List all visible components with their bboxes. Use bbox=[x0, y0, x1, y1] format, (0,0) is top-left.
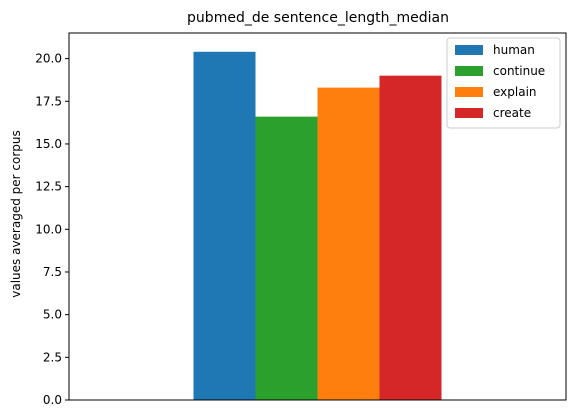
legend-label-explain: explain bbox=[493, 85, 537, 99]
bars-group bbox=[193, 51, 442, 401]
y-tick-label: 15.0 bbox=[35, 137, 62, 151]
bar-create bbox=[379, 75, 442, 401]
legend-label-continue: continue bbox=[493, 64, 545, 78]
legend: human continue explain create bbox=[446, 37, 561, 129]
y-tick-label: 0.0 bbox=[43, 393, 62, 407]
y-tick-label: 10.0 bbox=[35, 222, 62, 236]
legend-swatch-human bbox=[455, 45, 483, 55]
bar-explain bbox=[317, 87, 380, 400]
y-tick-label: 7.5 bbox=[43, 265, 62, 279]
legend-swatch-explain bbox=[455, 87, 483, 97]
legend-label-human: human bbox=[493, 43, 535, 57]
plot-frame bbox=[68, 32, 567, 401]
y-tick-label: 2.5 bbox=[43, 350, 62, 364]
y-tick-label: 20.0 bbox=[35, 52, 62, 66]
y-tick-label: 17.5 bbox=[35, 94, 62, 108]
y-tick-label: 5.0 bbox=[43, 308, 62, 322]
chart-title: pubmed_de sentence_length_median bbox=[187, 10, 449, 26]
legend-swatch-continue bbox=[455, 66, 483, 76]
y-tick-label: 12.5 bbox=[35, 180, 62, 194]
legend-swatch-create bbox=[455, 108, 483, 118]
legend-label-create: create bbox=[493, 106, 531, 120]
legend-box bbox=[446, 37, 561, 129]
bar-continue bbox=[255, 116, 318, 401]
y-axis-label: values averaged per corpus bbox=[9, 130, 23, 298]
bar-human bbox=[193, 51, 256, 401]
y-axis-ticks: 0.0 2.5 5.0 7.5 10.0 12.5 15.0 17.5 20.0 bbox=[35, 52, 69, 407]
